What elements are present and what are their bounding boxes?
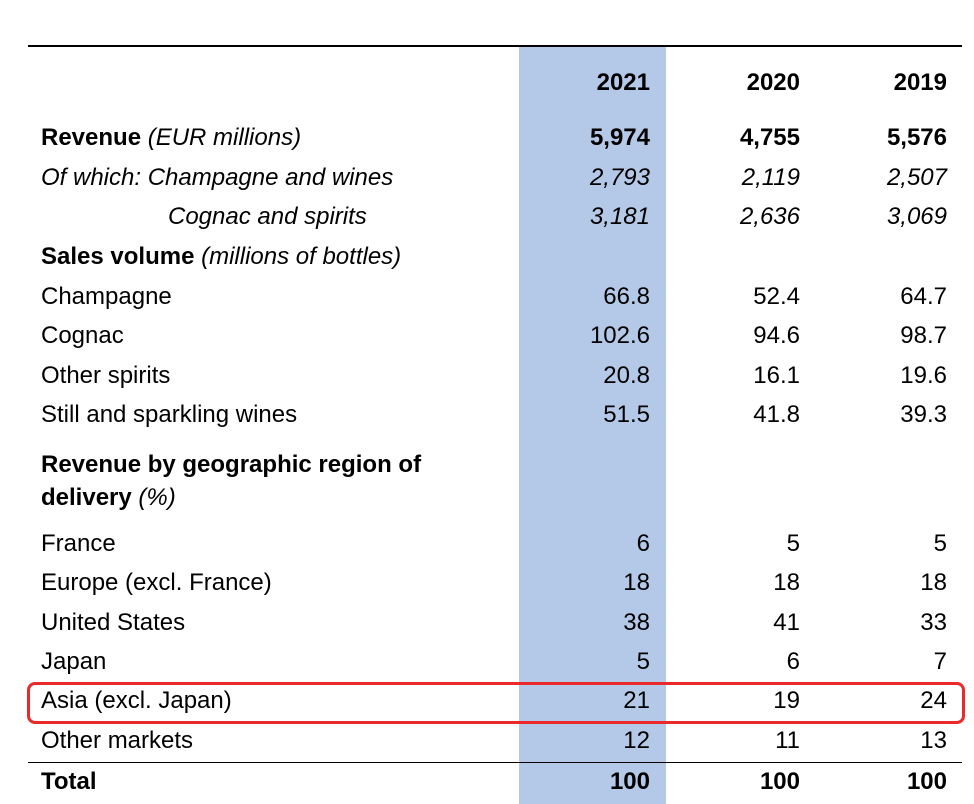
total-label: Total bbox=[41, 768, 97, 795]
cell-2019: 13 bbox=[920, 727, 947, 754]
row-label: France bbox=[41, 530, 116, 557]
table-row: United States 38 41 33 bbox=[0, 604, 974, 642]
cell-2020: 11 bbox=[775, 727, 800, 754]
cell-2020: 41.8 bbox=[753, 401, 800, 428]
revenue-row: Revenue (EUR millions) 5,974 4,755 5,576 bbox=[0, 119, 974, 157]
cognac-spirits-2021: 3,181 bbox=[589, 203, 650, 230]
cell-2021: 102.6 bbox=[589, 322, 650, 349]
table-row-highlighted: Asia (excl. Japan) 21 19 24 bbox=[0, 682, 974, 720]
champagne-wines-2020: 2,119 bbox=[741, 164, 800, 191]
row-label: Other spirits bbox=[41, 362, 171, 389]
cell-2021: 20.8 bbox=[603, 362, 650, 389]
table-row: France 6 5 5 bbox=[0, 525, 974, 563]
champagne-wines-row: Of which: Champagne and wines 2,793 2,11… bbox=[0, 159, 974, 197]
table-row: Japan 5 6 7 bbox=[0, 643, 974, 681]
table-row: Europe (excl. France) 18 18 18 bbox=[0, 564, 974, 602]
cognac-spirits-row: Cognac and spirits 3,181 2,636 3,069 bbox=[0, 198, 974, 236]
cell-2020: 5 bbox=[786, 530, 800, 557]
highlighted-2021-column bbox=[519, 46, 666, 804]
cell-2019: 39.3 bbox=[900, 401, 947, 428]
cell-2021: 5 bbox=[636, 648, 650, 675]
row-label: United States bbox=[41, 609, 186, 636]
total-2021: 100 bbox=[609, 768, 650, 795]
cell-2019: 33 bbox=[920, 609, 947, 636]
cognac-spirits-label: Cognac and spirits bbox=[168, 203, 367, 230]
row-label: Asia (excl. Japan) bbox=[41, 687, 232, 714]
revenue-unit: (EUR millions) bbox=[147, 124, 302, 151]
geo-section-label-line2: delivery bbox=[41, 484, 132, 511]
column-header-2020: 2020 bbox=[746, 69, 800, 96]
champagne-wines-2019: 2,507 bbox=[886, 164, 947, 191]
table-row: Still and sparkling wines 51.5 41.8 39.3 bbox=[0, 396, 974, 434]
top-rule bbox=[28, 45, 962, 47]
cell-2019: 24 bbox=[920, 687, 947, 714]
cell-2020: 18 bbox=[773, 569, 800, 596]
sales-volume-label: Sales volume bbox=[41, 243, 195, 270]
champagne-wines-label: Of which: Champagne and wines bbox=[41, 164, 394, 191]
revenue-label: Revenue bbox=[41, 124, 142, 151]
geo-section-unit: (%) bbox=[138, 484, 176, 511]
cognac-spirits-2019: 3,069 bbox=[886, 203, 947, 230]
geo-section-label: Revenue by geographic region of delivery… bbox=[41, 448, 501, 514]
cell-2021: 6 bbox=[636, 530, 650, 557]
cell-2021: 66.8 bbox=[603, 283, 650, 310]
cell-2020: 16.1 bbox=[753, 362, 800, 389]
cell-2019: 7 bbox=[933, 648, 947, 675]
cell-2019: 5 bbox=[933, 530, 947, 557]
cell-2021: 18 bbox=[623, 569, 650, 596]
champagne-wines-2021: 2,793 bbox=[589, 164, 650, 191]
table-row: Cognac 102.6 94.6 98.7 bbox=[0, 317, 974, 355]
cell-2020: 94.6 bbox=[753, 322, 800, 349]
row-label: Champagne bbox=[41, 283, 172, 310]
total-rule bbox=[28, 762, 962, 763]
total-2020: 100 bbox=[759, 768, 800, 795]
cell-2021: 51.5 bbox=[603, 401, 650, 428]
column-header-2019: 2019 bbox=[893, 69, 947, 96]
asia-row-highlight-box bbox=[27, 682, 965, 724]
row-label: Europe (excl. France) bbox=[41, 569, 272, 596]
revenue-2019: 5,576 bbox=[886, 124, 947, 151]
table-row: Other markets 12 11 13 bbox=[0, 722, 974, 760]
revenue-2021: 5,974 bbox=[589, 124, 650, 151]
geo-section-header-row: Revenue by geographic region of delivery… bbox=[0, 448, 974, 516]
cell-2019: 18 bbox=[920, 569, 947, 596]
sales-volume-header-row: Sales volume (millions of bottles) bbox=[0, 238, 974, 276]
total-2019: 100 bbox=[906, 768, 947, 795]
header-row: 2021 2020 2019 bbox=[0, 64, 974, 102]
cell-2020: 19 bbox=[773, 687, 800, 714]
revenue-label-group: Revenue (EUR millions) bbox=[41, 119, 301, 157]
cognac-spirits-2020: 2,636 bbox=[739, 203, 800, 230]
table-row: Other spirits 20.8 16.1 19.6 bbox=[0, 357, 974, 395]
cell-2021: 21 bbox=[623, 687, 650, 714]
cell-2020: 52.4 bbox=[753, 283, 800, 310]
row-label: Cognac bbox=[41, 322, 124, 349]
table-row: Champagne 66.8 52.4 64.7 bbox=[0, 278, 974, 316]
geo-section-label-line1: Revenue by geographic region of bbox=[41, 451, 422, 478]
cell-2019: 64.7 bbox=[900, 283, 947, 310]
cell-2021: 12 bbox=[623, 727, 650, 754]
cell-2019: 98.7 bbox=[900, 322, 947, 349]
cell-2020: 6 bbox=[786, 648, 800, 675]
row-label: Other markets bbox=[41, 727, 194, 754]
sales-volume-label-group: Sales volume (millions of bottles) bbox=[41, 238, 401, 276]
sales-volume-unit: (millions of bottles) bbox=[201, 243, 402, 270]
cell-2021: 38 bbox=[623, 609, 650, 636]
row-label: Still and sparkling wines bbox=[41, 401, 298, 428]
revenue-2020: 4,755 bbox=[739, 124, 800, 151]
row-label: Japan bbox=[41, 648, 107, 675]
column-header-2021: 2021 bbox=[596, 69, 650, 96]
total-row: Total 100 100 100 bbox=[0, 763, 974, 801]
cell-2019: 19.6 bbox=[900, 362, 947, 389]
cell-2020: 41 bbox=[773, 609, 800, 636]
